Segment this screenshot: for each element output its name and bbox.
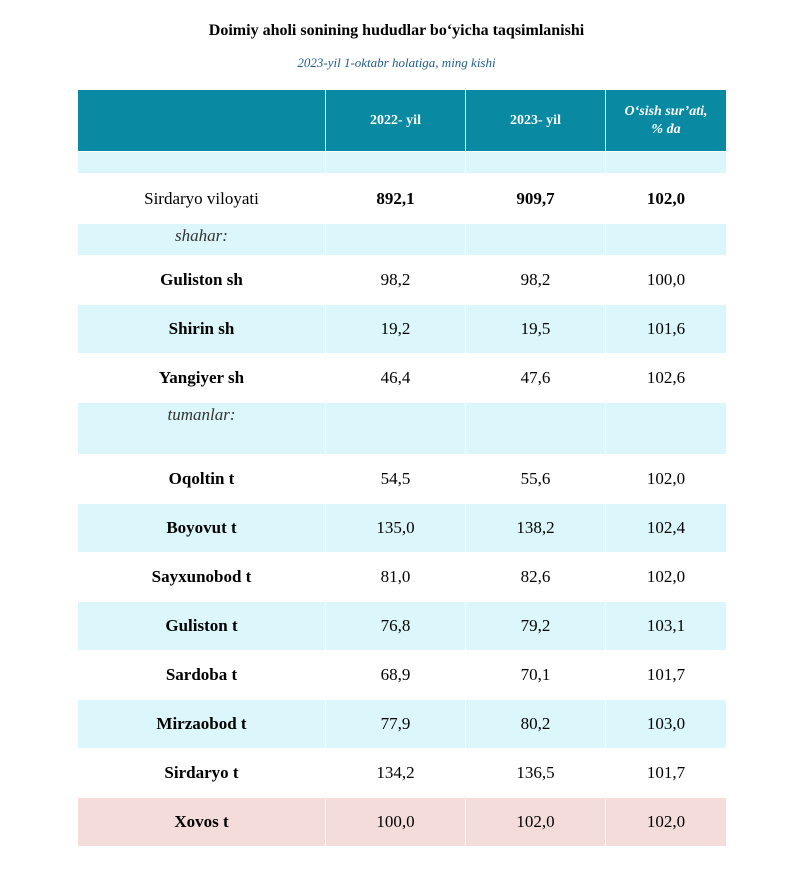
value-2023: 98,2 [465, 255, 606, 305]
value-2022: 54,5 [325, 454, 466, 504]
value-2023: 79,2 [465, 601, 606, 651]
table-row: Guliston sh 98,2 98,2 100,0 [77, 255, 727, 305]
header-growth-line: O‘sish sur’ati, [624, 103, 708, 119]
value-2023: 55,6 [465, 454, 606, 504]
value-2023: 138,2 [465, 503, 606, 553]
region-name: Guliston t [77, 601, 326, 651]
table-row: Xovos t 100,0 102,0 102,0 [77, 797, 727, 847]
region-name: Oqoltin t [77, 454, 326, 504]
section-label-cities: shahar: [77, 223, 326, 256]
table-row: Sardoba t 68,9 70,1 101,7 [77, 650, 727, 700]
region-name: Sayxunobod t [77, 552, 326, 602]
value-2023: 70,1 [465, 650, 606, 700]
value-growth: 101,7 [605, 650, 727, 700]
region-name: Xovos t [77, 797, 326, 847]
table-row: Boyovut t 135,0 138,2 102,4 [77, 503, 727, 553]
table-row: Sirdaryo t 134,2 136,5 101,7 [77, 748, 727, 798]
total-row: Sirdaryo viloyati 892,1 909,7 102,0 [77, 173, 727, 224]
header-row: 2022- yil 2023- yil O‘sish sur’ati, % da [77, 89, 727, 152]
region-name: Sardoba t [77, 650, 326, 700]
value-2022: 68,9 [325, 650, 466, 700]
header-growth: O‘sish sur’ati, % da [605, 89, 727, 152]
value-growth: 102,6 [605, 353, 727, 403]
table-row: Shirin sh 19,2 19,5 101,6 [77, 304, 727, 354]
table-row: Sayxunobod t 81,0 82,6 102,0 [77, 552, 727, 602]
total-name: Sirdaryo viloyati [77, 173, 326, 224]
region-name: Boyovut t [77, 503, 326, 553]
document-title: Doimiy aholi sonining hududlar bo‘yicha … [208, 22, 585, 39]
table-row: Oqoltin t 54,5 55,6 102,0 [77, 454, 727, 504]
header-growth-line: % da [651, 121, 681, 137]
region-name: Sirdaryo t [77, 748, 326, 798]
region-name: Yangiyer sh [77, 353, 326, 403]
document-subtitle: 2023-yil 1-oktabr holatiga, ming kishi [297, 55, 496, 70]
region-name: Guliston sh [77, 255, 326, 305]
value-growth: 102,0 [605, 552, 727, 602]
section-row-cities: shahar: [77, 223, 727, 256]
value-2022: 135,0 [325, 503, 466, 553]
value-2023: 80,2 [465, 699, 606, 749]
region-name: Shirin sh [77, 304, 326, 354]
header-2022: 2022- yil [325, 89, 466, 152]
population-table: 2022- yil 2023- yil O‘sish sur’ati,% da … [77, 89, 727, 847]
value-2023: 19,5 [465, 304, 606, 354]
value-growth: 102,0 [605, 797, 727, 847]
value-2022: 134,2 [325, 748, 466, 798]
table-row: Mirzaobod t 77,9 80,2 103,0 [77, 699, 727, 749]
value-2023: 102,0 [465, 797, 606, 847]
value-2022: 19,2 [325, 304, 466, 354]
total-2023: 909,7 [465, 173, 606, 224]
value-2022: 46,4 [325, 353, 466, 403]
value-2022: 76,8 [325, 601, 466, 651]
header-2023: 2023- yil [465, 89, 606, 152]
value-growth: 102,4 [605, 503, 727, 553]
spacer-row [77, 151, 727, 174]
value-2023: 47,6 [465, 353, 606, 403]
value-growth: 101,6 [605, 304, 727, 354]
value-2023: 136,5 [465, 748, 606, 798]
value-2022: 81,0 [325, 552, 466, 602]
header-region [77, 89, 326, 152]
value-growth: 102,0 [605, 454, 727, 504]
value-2023: 82,6 [465, 552, 606, 602]
table-row: Guliston t 76,8 79,2 103,1 [77, 601, 727, 651]
section-row-districts: tumanlar: [77, 402, 727, 455]
value-growth: 101,7 [605, 748, 727, 798]
section-label-districts: tumanlar: [77, 402, 326, 455]
value-2022: 98,2 [325, 255, 466, 305]
region-name: Mirzaobod t [77, 699, 326, 749]
table-row: Yangiyer sh 46,4 47,6 102,6 [77, 353, 727, 403]
total-growth: 102,0 [605, 173, 727, 224]
value-2022: 77,9 [325, 699, 466, 749]
total-2022: 892,1 [325, 173, 466, 224]
value-2022: 100,0 [325, 797, 466, 847]
value-growth: 103,0 [605, 699, 727, 749]
value-growth: 103,1 [605, 601, 727, 651]
value-growth: 100,0 [605, 255, 727, 305]
